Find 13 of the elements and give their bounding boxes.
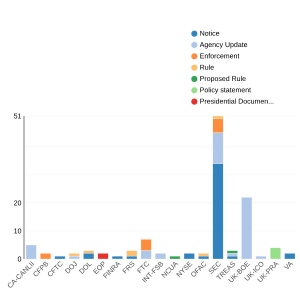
bar	[226, 253, 238, 256]
bar	[68, 253, 80, 256]
bar	[155, 253, 166, 259]
bar	[256, 256, 266, 259]
bar	[169, 256, 180, 259]
bar	[68, 256, 80, 259]
bar	[212, 164, 224, 259]
bar	[126, 250, 138, 256]
bar	[241, 197, 252, 259]
bar	[40, 253, 51, 259]
bar	[26, 244, 37, 259]
bar	[198, 253, 210, 256]
bar	[270, 248, 281, 259]
